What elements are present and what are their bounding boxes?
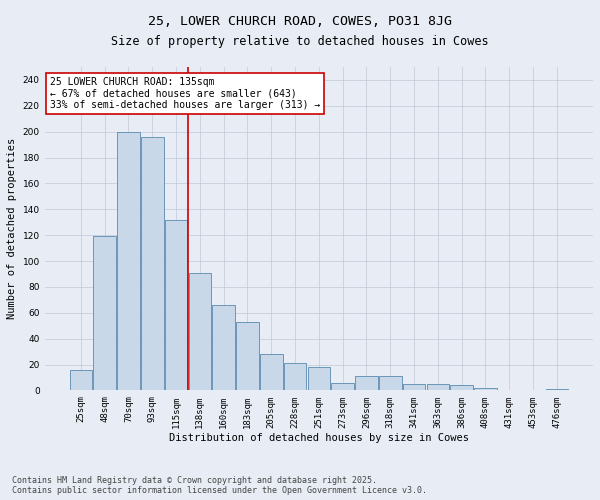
- Bar: [236, 322, 259, 390]
- Bar: [70, 370, 92, 390]
- Bar: [403, 384, 425, 390]
- Bar: [260, 354, 283, 391]
- Bar: [117, 132, 140, 390]
- Y-axis label: Number of detached properties: Number of detached properties: [7, 138, 17, 320]
- Bar: [427, 384, 449, 390]
- Bar: [94, 236, 116, 390]
- Bar: [212, 305, 235, 390]
- Bar: [379, 376, 401, 390]
- Text: 25, LOWER CHURCH ROAD, COWES, PO31 8JG: 25, LOWER CHURCH ROAD, COWES, PO31 8JG: [148, 15, 452, 28]
- Bar: [284, 363, 307, 390]
- Bar: [308, 367, 330, 390]
- Bar: [451, 385, 473, 390]
- X-axis label: Distribution of detached houses by size in Cowes: Distribution of detached houses by size …: [169, 433, 469, 443]
- Bar: [545, 389, 568, 390]
- Text: Size of property relative to detached houses in Cowes: Size of property relative to detached ho…: [111, 35, 489, 48]
- Bar: [331, 382, 354, 390]
- Bar: [188, 272, 211, 390]
- Bar: [355, 376, 378, 390]
- Text: 25 LOWER CHURCH ROAD: 135sqm
← 67% of detached houses are smaller (643)
33% of s: 25 LOWER CHURCH ROAD: 135sqm ← 67% of de…: [50, 76, 320, 110]
- Bar: [141, 137, 164, 390]
- Bar: [474, 388, 497, 390]
- Text: Contains HM Land Registry data © Crown copyright and database right 2025.
Contai: Contains HM Land Registry data © Crown c…: [12, 476, 427, 495]
- Bar: [165, 220, 187, 390]
